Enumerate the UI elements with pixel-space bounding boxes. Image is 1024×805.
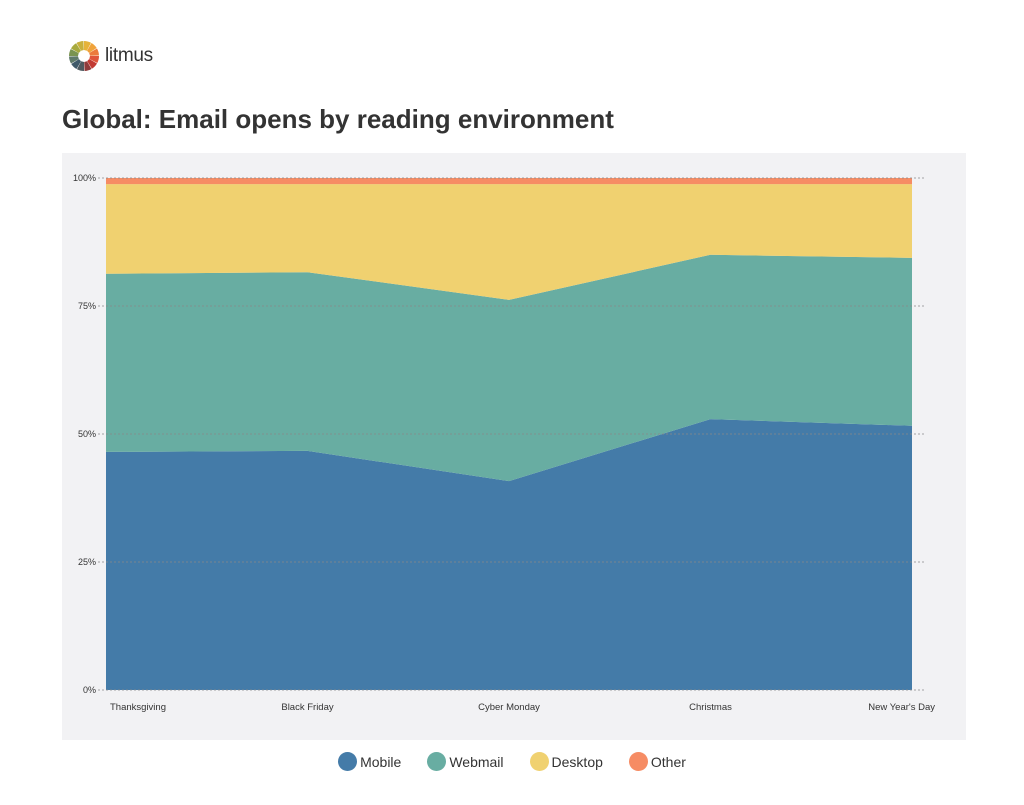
legend-swatch (628, 752, 648, 771)
x-tick-label: Black Friday (281, 702, 334, 713)
legend-label: Webmail (449, 753, 504, 770)
logo-wheel-icon (69, 41, 99, 71)
area-mobile (106, 419, 912, 690)
y-tick-label: 100% (73, 173, 96, 183)
litmus-logo: litmus (68, 40, 153, 72)
legend-item-webmail: Webmail (427, 752, 504, 771)
y-tick-label: 25% (78, 557, 96, 567)
logo-text: litmus (105, 45, 153, 66)
logo-segment (76, 41, 84, 51)
y-tick-label: 75% (78, 301, 96, 311)
x-tick-label: Christmas (689, 702, 732, 713)
legend-label: Mobile (360, 753, 402, 770)
area-desktop (106, 184, 912, 300)
logo-segment (89, 56, 99, 64)
chart-title: Global: Email opens by reading environme… (62, 104, 614, 134)
logo-segment (84, 61, 92, 71)
logo-segment (89, 48, 99, 56)
area-webmail (106, 254, 912, 482)
logo-segment (87, 59, 97, 69)
legend-item-mobile: Mobile (338, 752, 401, 771)
x-tick-label: Thanksgiving (110, 702, 166, 713)
x-tick-label: New Year's Day (868, 702, 935, 713)
x-tick-label: Cyber Monday (478, 702, 540, 713)
legend-item-desktop: Desktop (529, 752, 603, 771)
legend-item-other: Other (628, 752, 686, 771)
legend-swatch (529, 752, 549, 771)
logo-segment (69, 56, 79, 64)
legend-label: Desktop (551, 753, 603, 770)
logo-segment (76, 61, 84, 71)
y-tick-label: 50% (78, 429, 96, 439)
logo-segment (69, 48, 79, 56)
legend-label: Other (650, 753, 686, 770)
legend-swatch (338, 752, 358, 771)
legend-swatch (427, 752, 447, 771)
y-tick-label: 0% (83, 685, 96, 695)
area-other (106, 178, 912, 185)
logo-segment (71, 59, 81, 69)
logo-segment (87, 43, 97, 53)
legend: Mobile Webmail Desktop Other (0, 752, 1024, 771)
logo-segment (84, 41, 92, 51)
logo-segment (71, 43, 81, 53)
